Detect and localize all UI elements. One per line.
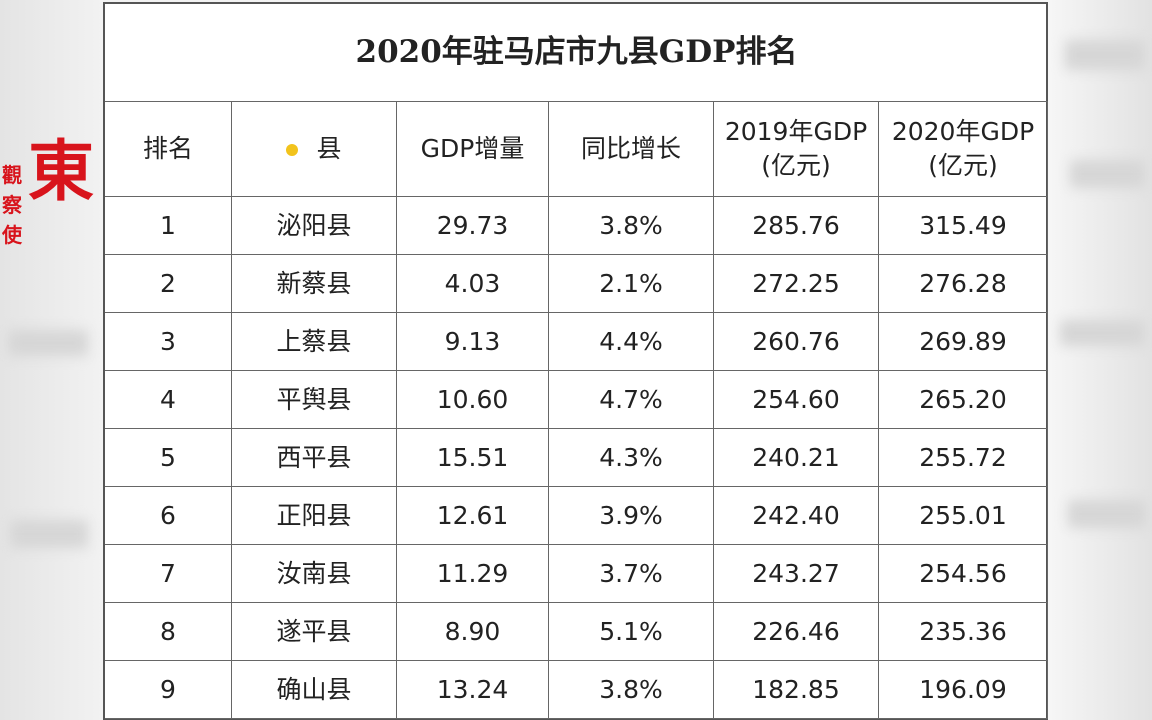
table-cell: 9 xyxy=(105,661,232,719)
table-cell: 7 xyxy=(105,545,232,603)
blur xyxy=(1060,320,1145,346)
table: 2020年驻马店市九县GDP排名排名 县 GDP增量 同比增长 2019年GDP (亿元)… xyxy=(103,2,1048,720)
table-cell: 254.56 xyxy=(879,545,1048,603)
blur xyxy=(1070,160,1145,188)
table-cell: 242.40 xyxy=(714,487,879,545)
header-cell: 排名 xyxy=(105,102,232,197)
header-line: (亿元) xyxy=(928,151,998,180)
table-cell: 2 xyxy=(105,255,232,313)
table-cell: 226.46 xyxy=(714,603,879,661)
header-line: 排名 xyxy=(142,134,193,164)
blur xyxy=(8,330,88,356)
table-cell: 遂平县 xyxy=(232,603,397,661)
table-cell: 5 xyxy=(105,429,232,487)
table-cell: 5.1% xyxy=(549,603,714,661)
table-cell: 11.29 xyxy=(397,545,549,603)
table-cell: 4.4% xyxy=(549,313,714,371)
table-cell: 276.28 xyxy=(879,255,1048,313)
table-cell: 240.21 xyxy=(714,429,879,487)
table-cell: 8 xyxy=(105,603,232,661)
table-cell: 4.03 xyxy=(397,255,549,313)
table-cell: 6 xyxy=(105,487,232,545)
header-cell: 同比增长 xyxy=(549,102,714,197)
header-cell: 2019年GDP (亿元) xyxy=(714,102,879,197)
table-cell: 196.09 xyxy=(879,661,1048,719)
table-cell: 29.73 xyxy=(397,197,549,255)
watermark-char: 觀 xyxy=(2,163,22,187)
table-cell: 4 xyxy=(105,371,232,429)
table-cell: 2.1% xyxy=(549,255,714,313)
table-cell: 269.89 xyxy=(879,313,1048,371)
header-cell: 县 xyxy=(232,102,397,197)
header-text: 2020年GDP xyxy=(892,115,1034,149)
table-cell: 3.7% xyxy=(549,545,714,603)
table-cell: 3.8% xyxy=(549,661,714,719)
table-cell: 272.25 xyxy=(714,255,879,313)
table-cell: 泌阳县 xyxy=(232,197,397,255)
dot xyxy=(286,144,299,157)
table-cell: 255.01 xyxy=(879,487,1048,545)
header-cell: GDP增量 xyxy=(397,102,549,197)
table-cell: 182.85 xyxy=(714,661,879,719)
table-cell: 3 xyxy=(105,313,232,371)
table-cell: 西平县 xyxy=(232,429,397,487)
table-cell: 确山县 xyxy=(232,661,397,719)
table-cell: 10.60 xyxy=(397,371,549,429)
table-cell: 3.8% xyxy=(549,197,714,255)
table-cell: 1 xyxy=(105,197,232,255)
table-cell: 12.61 xyxy=(397,487,549,545)
header-text: GDP增量 xyxy=(421,132,525,166)
blur xyxy=(1068,500,1146,528)
table-cell: 265.20 xyxy=(879,371,1048,429)
table-cell: 235.36 xyxy=(879,603,1048,661)
watermark-char: 使 xyxy=(2,223,22,247)
watermark-small: 觀察使 xyxy=(2,160,24,250)
table-cell: 243.27 xyxy=(714,545,879,603)
table-cell: 9.13 xyxy=(397,313,549,371)
header-text: 排名 xyxy=(143,132,193,166)
header-text: 同比增长 xyxy=(581,132,681,166)
header-text: 县 xyxy=(286,132,342,166)
header-line: (亿元) xyxy=(761,151,831,180)
header-text: (亿元) xyxy=(928,149,998,183)
blur xyxy=(1065,40,1145,70)
header-line: 同比增长 xyxy=(580,134,681,164)
header-cell: 2020年GDP (亿元) xyxy=(879,102,1048,197)
watermark-char: 察 xyxy=(2,193,22,217)
header-line: GDP增量 xyxy=(420,134,525,164)
header-text: 2019年GDP xyxy=(725,115,867,149)
table-cell: 13.24 xyxy=(397,661,549,719)
header-text: (亿元) xyxy=(761,149,831,183)
table-cell: 254.60 xyxy=(714,371,879,429)
table-cell: 上蔡县 xyxy=(232,313,397,371)
header-line: 2020年GDP xyxy=(891,117,1035,147)
table-cell: 平舆县 xyxy=(232,371,397,429)
table-cell: 260.76 xyxy=(714,313,879,371)
table-cell: 汝南县 xyxy=(232,545,397,603)
table-cell: 4.7% xyxy=(549,371,714,429)
blur xyxy=(10,520,88,548)
table-cell: 新蔡县 xyxy=(232,255,397,313)
table-cell: 315.49 xyxy=(879,197,1048,255)
table-cell: 285.76 xyxy=(714,197,879,255)
table-cell: 8.90 xyxy=(397,603,549,661)
watermark: 東 xyxy=(28,132,94,210)
table-cell: 255.72 xyxy=(879,429,1048,487)
header-line: 2019年GDP xyxy=(724,117,868,147)
header-line: 县 xyxy=(316,134,342,164)
table-cell: 正阳县 xyxy=(232,487,397,545)
table-cell: 4.3% xyxy=(549,429,714,487)
table-cell: 15.51 xyxy=(397,429,549,487)
table-cell: 3.9% xyxy=(549,487,714,545)
table-title: 2020年驻马店市九县GDP排名 xyxy=(105,4,1048,102)
